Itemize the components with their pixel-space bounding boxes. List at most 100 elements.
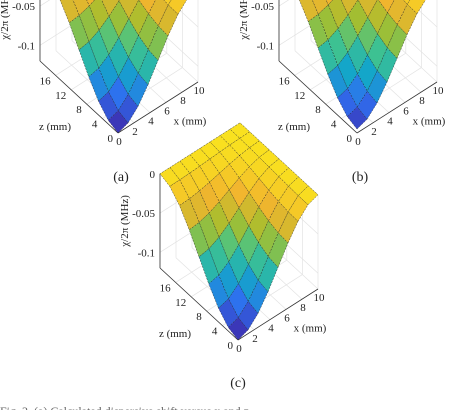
chi-tick-label: -0.1 — [18, 40, 35, 52]
z-mm-axis-label: z (mm) — [278, 121, 310, 133]
z-mm-axis-line — [39, 60, 119, 134]
chi-tick-label: -0.05 — [132, 208, 155, 220]
surface-patch — [357, 0, 378, 18]
z-mm-tick-label: 16 — [279, 75, 291, 87]
surface-patch — [327, 65, 348, 99]
x-tick-label: 6 — [164, 105, 170, 117]
surface-patch — [325, 0, 333, 6]
surface-patch — [268, 158, 290, 177]
axes — [278, 0, 438, 134]
z-mm-tick-label: 8 — [76, 104, 82, 116]
x-tick-label: 10 — [194, 85, 206, 97]
surface-patch — [299, 0, 319, 22]
surface-patch — [357, 54, 378, 92]
x-tick-label: 0 — [355, 136, 361, 148]
x-tick-label: 10 — [314, 292, 326, 304]
z-mm-tick-label: 8 — [315, 104, 321, 116]
z-mm-axis-line — [159, 267, 239, 341]
grid-line — [39, 0, 199, 67]
z-mm-tick-label: 16 — [160, 282, 172, 294]
z-mm-tick-label: 16 — [40, 75, 52, 87]
x-axis-label: x (mm) — [174, 115, 207, 127]
x-tick-label: 0 — [116, 136, 122, 148]
chi-tick-label: -0.1 — [138, 247, 155, 259]
surface-plot-c: 0 2 4 6 8 10 0 4 8 12 16 0 -0.05 -0.1 x (mm) z (mm) χ/2π… — [118, 122, 355, 400]
surface-patch — [98, 91, 119, 121]
z-mm-tick-label: 4 — [331, 119, 337, 131]
surface-patch — [209, 135, 231, 153]
surface-patch — [208, 274, 229, 309]
surface-patch — [189, 148, 211, 167]
figure-footer-caption: Fig. 2. (a) Calculated dispersive shift … — [0, 400, 474, 410]
chi-axis-label: χ/2π (MHz) — [238, 0, 250, 41]
surface-patch — [159, 167, 181, 187]
surface-patch — [88, 67, 109, 102]
surface-patch — [402, 0, 411, 5]
grid-line — [278, 0, 438, 67]
x-tick-label: 2 — [132, 126, 138, 138]
surface-patch — [198, 248, 219, 285]
surface-patch — [163, 0, 172, 6]
chi-tick-label: -0.05 — [251, 1, 274, 13]
x-tick-label: 8 — [419, 95, 425, 107]
chi-tick-label: -0.05 — [12, 1, 35, 13]
surface-patch — [387, 24, 408, 59]
surface — [159, 122, 319, 341]
surface-patch — [107, 110, 129, 134]
surface-patch — [367, 70, 388, 104]
x-tick-label: 4 — [268, 323, 274, 335]
axes — [39, 0, 199, 134]
z-mm-tick-label: 12 — [175, 297, 186, 309]
chi-tick-label: -0.1 — [257, 40, 274, 52]
x-tick-label: 0 — [236, 343, 242, 355]
surface-patch — [327, 28, 348, 66]
z-mm-tick-label: 12 — [55, 90, 66, 102]
chi-axis-label: χ/2π (MHz) — [0, 0, 11, 41]
x-tick-label: 6 — [284, 312, 290, 324]
surface-patch — [209, 151, 230, 174]
z-mm-axis-label: z (mm) — [159, 328, 191, 340]
chi-tick-label: 0 — [150, 169, 156, 181]
surface-patch — [98, 15, 119, 56]
x-axis-label: x (mm) — [413, 115, 446, 127]
surface-patch — [317, 39, 338, 75]
caption-c: (c) — [230, 376, 246, 391]
z-mm-tick-label: 4 — [92, 119, 98, 131]
surface-patch — [69, 15, 90, 51]
surface-patch — [346, 106, 368, 130]
z-mm-axis-line — [278, 60, 358, 134]
surface-patch — [227, 317, 249, 341]
surface-patch — [219, 163, 240, 191]
chi-axis-label: χ/2π (MHz) — [119, 195, 131, 248]
x-axis-line — [237, 288, 319, 341]
surface — [59, 0, 187, 134]
x-tick-label: 2 — [252, 333, 258, 345]
x-tick-label: 4 — [387, 116, 393, 128]
z-mm-axis-label: z (mm) — [39, 121, 71, 133]
surface-patch — [312, 0, 329, 15]
surface-patch — [268, 176, 289, 202]
caption-a: (a) — [113, 170, 129, 185]
surface-patch — [86, 0, 95, 7]
x-tick-label: 6 — [403, 105, 409, 117]
surface-patch — [308, 13, 329, 49]
x-tick-label: 10 — [433, 85, 445, 97]
z-mm-tick-label: 12 — [294, 90, 305, 102]
surface-patch — [377, 47, 398, 83]
surface-patch — [78, 41, 99, 78]
x-axis-line — [356, 81, 438, 134]
surface-patch — [72, 0, 90, 16]
surface-patch — [118, 0, 120, 2]
surface-patch — [337, 51, 358, 89]
surface-patch — [238, 301, 259, 331]
x-axis-label: x (mm) — [294, 322, 327, 334]
